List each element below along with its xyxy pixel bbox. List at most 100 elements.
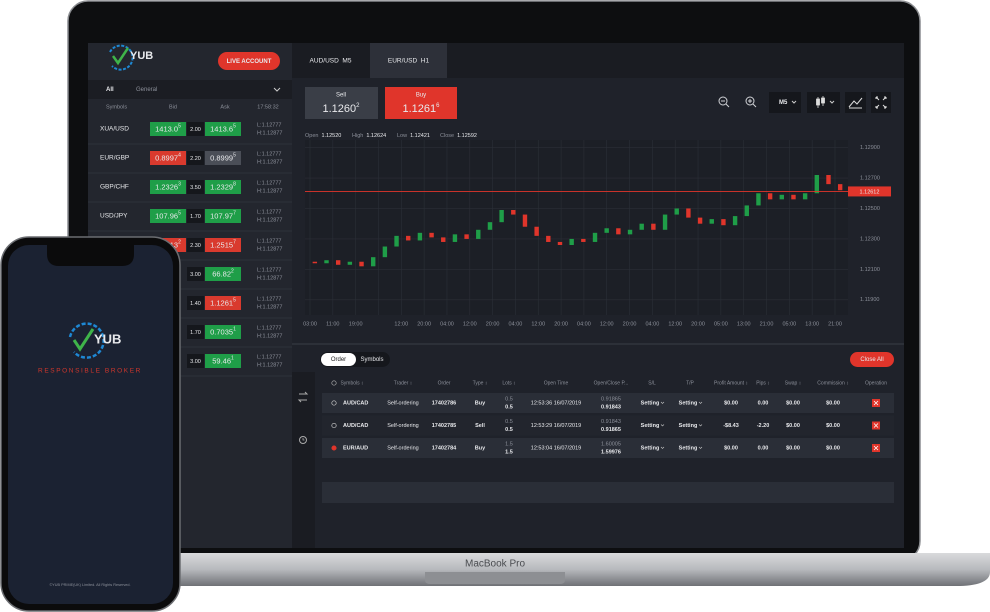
row-select[interactable] <box>331 445 337 451</box>
x-tick-label: 20:00 <box>691 321 705 327</box>
quote-spread: 2.30 <box>190 243 201 249</box>
candle <box>814 175 820 194</box>
quote-symbol: USD/JPY <box>100 213 128 220</box>
quote-symbol: XUA/USD <box>100 126 129 133</box>
cell-sl[interactable]: Setting <box>641 445 660 451</box>
ohlc-value: 1.12624 <box>366 133 386 139</box>
zoom-in[interactable] <box>745 96 755 106</box>
setting-chevron <box>660 424 665 427</box>
toggle-symbols[interactable]: Symbols <box>360 357 383 363</box>
price-pip: 7 <box>233 211 236 217</box>
orders-table: Symbols ↕ Trader ↕ Order Type ↕ Lots ↕ Open T… <box>322 380 894 458</box>
bid-box[interactable] <box>150 151 186 165</box>
cell-pips: 0.00 <box>758 445 769 451</box>
cell-prices: 0.91865 <box>601 396 621 402</box>
transfer-icon[interactable] <box>297 391 309 403</box>
ask-box[interactable] <box>205 180 241 194</box>
ask-box[interactable] <box>205 325 241 339</box>
panel-side-icons <box>292 372 315 548</box>
x-tick-label: 21:00 <box>828 321 842 327</box>
price-main: 107.97 <box>210 211 233 220</box>
quote-symbol: GBP/CHF <box>100 184 129 191</box>
quote-low: L:1.12777 <box>257 122 281 128</box>
price-tag-label: 1.12612 <box>860 189 880 195</box>
bid-box[interactable] <box>150 180 186 194</box>
history-icon[interactable] <box>299 436 307 444</box>
cell-order: 17402785 <box>432 423 456 429</box>
close-all-button[interactable] <box>850 352 894 367</box>
row-select[interactable] <box>331 400 337 406</box>
ask-box[interactable] <box>205 151 241 165</box>
ask-box[interactable] <box>205 296 241 310</box>
cell-tp[interactable]: Setting <box>679 445 698 451</box>
cell-commission: $0.00 <box>826 423 840 429</box>
phone-footer: ©YUB PRIME(UK) Limited. All Rights Reser… <box>49 583 130 587</box>
quote-price: 0.89974 <box>155 153 181 163</box>
bid-box[interactable] <box>150 209 186 223</box>
candle <box>686 208 691 218</box>
sell-button[interactable] <box>305 87 378 119</box>
timeframe-select[interactable] <box>769 92 801 113</box>
ask-box[interactable] <box>205 122 241 136</box>
ask-box[interactable] <box>205 267 241 281</box>
account-button[interactable] <box>218 52 280 70</box>
cell-symbol: EUR/AUD <box>343 445 368 451</box>
cell-tp[interactable]: Setting <box>679 423 698 429</box>
cell-symbol: AUD/CAD <box>343 400 368 406</box>
ask-box[interactable] <box>205 238 241 252</box>
fullscreen-button[interactable] <box>871 92 891 113</box>
tab-label: EUR/USD H1 <box>388 58 430 65</box>
toggle-order[interactable]: Order <box>331 357 346 363</box>
row-select[interactable] <box>331 422 337 429</box>
indicator-icon <box>848 97 863 109</box>
quote-spread: 3.00 <box>190 359 201 365</box>
toggle-active[interactable] <box>321 353 356 366</box>
candle <box>837 184 843 191</box>
bid-box[interactable] <box>150 122 186 136</box>
table-header: T/P <box>686 380 694 386</box>
filter-general[interactable]: General <box>136 87 157 93</box>
ohlc-value: 1.12421 <box>410 133 430 139</box>
cell-sl[interactable]: Setting <box>641 400 660 406</box>
laptop-base <box>40 553 990 586</box>
ohlc-value: 1.12592 <box>457 133 477 139</box>
laptop-label: MacBook Pro <box>465 559 525 570</box>
x-tick-label: 12:00 <box>600 321 614 327</box>
filter-all[interactable]: All <box>106 87 114 93</box>
candle <box>476 229 481 239</box>
cell-open_time: 12:53:36 16/07/2019 <box>531 400 581 406</box>
price-main: 0.8997 <box>155 153 178 162</box>
spread-box <box>187 180 204 194</box>
phone-slogan: RESPONSIBLE BROKER <box>38 368 142 375</box>
quote-spread: 1.70 <box>190 214 201 220</box>
ask-box[interactable] <box>205 209 241 223</box>
filter-chevron[interactable] <box>273 87 281 92</box>
buy-button[interactable] <box>385 87 457 119</box>
zoom-out[interactable] <box>718 96 728 106</box>
tab[interactable] <box>292 43 369 78</box>
ohlc-label: High <box>352 133 363 139</box>
buy-price: 1.12616 <box>403 103 441 115</box>
quote-spread: 3.50 <box>190 185 201 191</box>
column-header: Symbols <box>106 104 127 110</box>
select-all[interactable] <box>331 380 337 386</box>
cell-order: 17402786 <box>432 400 456 406</box>
cell-type: Buy <box>475 400 486 406</box>
ask-box[interactable] <box>205 354 241 368</box>
filter-bar <box>88 80 292 99</box>
buy-price-main: 1.1261 <box>403 103 437 115</box>
candle <box>347 261 353 265</box>
x-tick-label: 13:00 <box>737 321 751 327</box>
cell-sl[interactable]: Setting <box>641 423 660 429</box>
candle <box>394 235 399 247</box>
price-main: 1.2515 <box>210 240 233 249</box>
price-pip: 1 <box>233 327 236 333</box>
candle <box>639 223 644 230</box>
close-all-label: Close All <box>860 357 883 363</box>
buy-label: Buy <box>416 93 426 99</box>
spread-box <box>187 209 204 223</box>
cell-lots: 0.5 <box>505 404 513 410</box>
y-tick-label: 1.11900 <box>860 297 879 303</box>
cell-tp[interactable]: Setting <box>679 400 698 406</box>
tab[interactable] <box>370 43 447 78</box>
